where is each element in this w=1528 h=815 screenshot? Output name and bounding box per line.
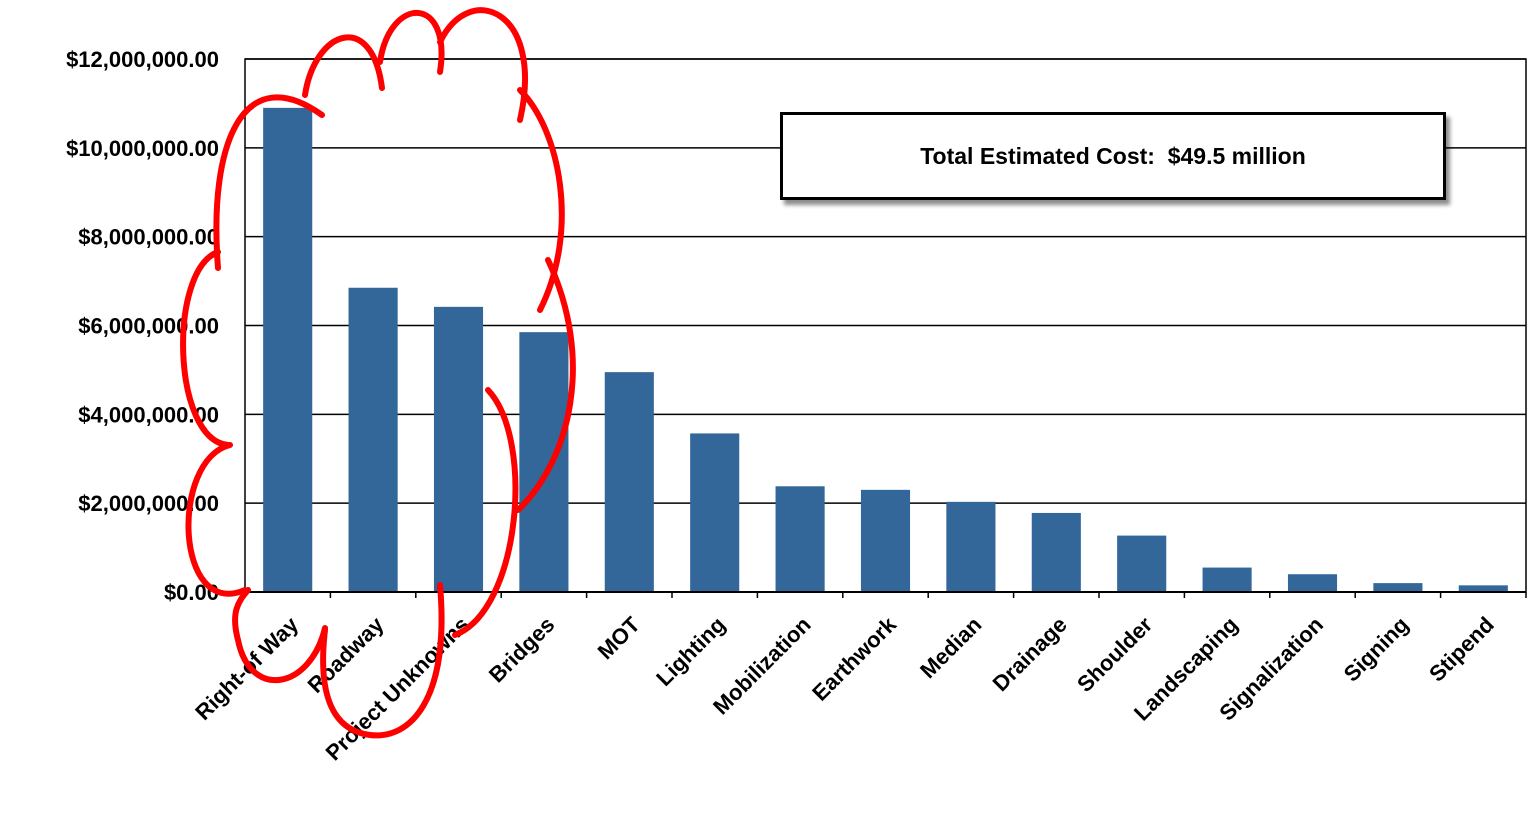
cloud-arc bbox=[232, 587, 328, 683]
bar bbox=[1117, 535, 1167, 592]
y-tick-label: $2,000,000.00 bbox=[78, 491, 219, 516]
bar bbox=[690, 433, 740, 592]
cloud-arc bbox=[320, 582, 445, 739]
bar bbox=[1031, 512, 1081, 592]
axes bbox=[244, 58, 1527, 598]
bar bbox=[519, 332, 569, 592]
category-label: Drainage bbox=[988, 612, 1072, 696]
total-cost-annotation: Total Estimated Cost: $49.5 million bbox=[780, 112, 1446, 200]
bar bbox=[946, 501, 996, 592]
bar bbox=[604, 372, 654, 592]
total-cost-text: Total Estimated Cost: $49.5 million bbox=[920, 142, 1306, 169]
category-label: Shoulder bbox=[1072, 612, 1157, 697]
category-label: Lighting bbox=[651, 612, 730, 691]
category-label: Earthwork bbox=[807, 611, 901, 705]
category-label: Median bbox=[915, 612, 986, 683]
cloud-arc bbox=[452, 387, 519, 638]
cloud-arc bbox=[515, 257, 576, 513]
category-label: Project Unknowns bbox=[321, 612, 474, 765]
cloud-arc bbox=[302, 34, 385, 98]
bar bbox=[433, 306, 484, 592]
y-tick-label: $6,000,000.00 bbox=[78, 314, 219, 339]
bars bbox=[263, 107, 1508, 592]
cloud-arc bbox=[185, 442, 248, 597]
bar bbox=[348, 287, 398, 592]
y-tick-label: $8,000,000.00 bbox=[78, 225, 219, 250]
category-label: Stipend bbox=[1424, 612, 1499, 687]
category-label: Bridges bbox=[484, 612, 560, 688]
cloud-arc bbox=[180, 249, 231, 448]
bar bbox=[860, 489, 911, 592]
y-tick-label: $10,000,000.00 bbox=[66, 136, 219, 161]
bar bbox=[775, 486, 825, 592]
bar bbox=[1202, 567, 1252, 592]
bar bbox=[1458, 585, 1508, 592]
bar bbox=[1373, 583, 1423, 592]
category-label: MOT bbox=[593, 611, 646, 664]
bar bbox=[263, 107, 313, 592]
category-label: Signing bbox=[1339, 612, 1414, 687]
cloud-arc bbox=[437, 7, 528, 123]
cloud-arc bbox=[517, 87, 565, 313]
y-tick-labels: $0.00$2,000,000.00$4,000,000.00$6,000,00… bbox=[66, 47, 219, 605]
y-tick-label: $12,000,000.00 bbox=[66, 47, 219, 72]
bar bbox=[1287, 574, 1338, 592]
highlight-cloud bbox=[180, 7, 576, 739]
cloud-arc bbox=[213, 94, 325, 271]
cloud-arc bbox=[377, 9, 445, 75]
y-tick-label: $0.00 bbox=[164, 580, 219, 605]
